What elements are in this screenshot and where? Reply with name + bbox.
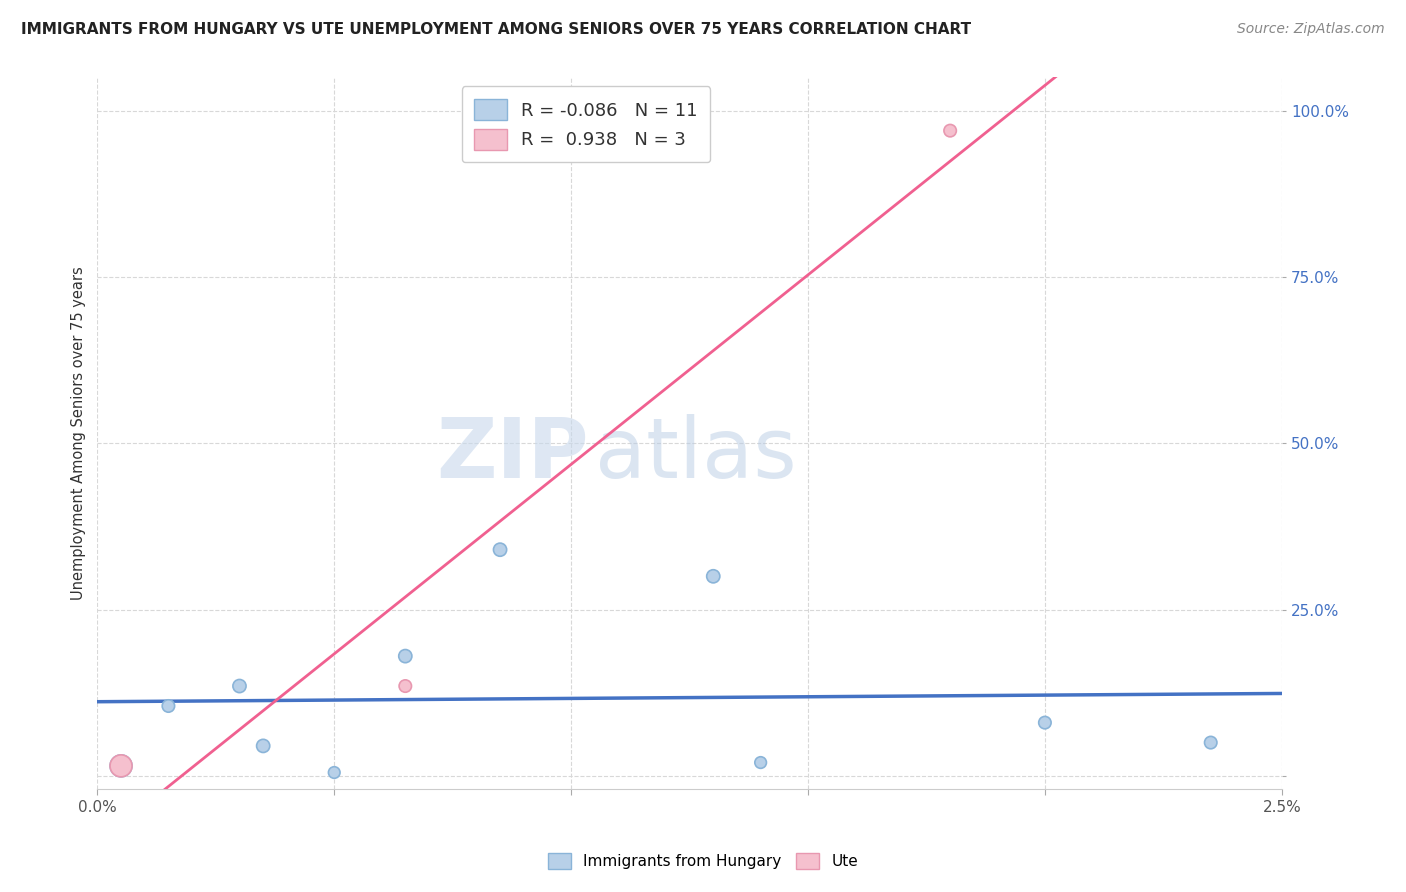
Point <box>228 679 250 693</box>
Point <box>1199 735 1222 749</box>
Point <box>252 739 274 753</box>
Legend: R = -0.086   N = 11, R =  0.938   N = 3: R = -0.086 N = 11, R = 0.938 N = 3 <box>461 87 710 162</box>
Point <box>323 765 346 780</box>
Point <box>702 569 724 583</box>
Text: IMMIGRANTS FROM HUNGARY VS UTE UNEMPLOYMENT AMONG SENIORS OVER 75 YEARS CORRELAT: IMMIGRANTS FROM HUNGARY VS UTE UNEMPLOYM… <box>21 22 972 37</box>
Legend: Immigrants from Hungary, Ute: Immigrants from Hungary, Ute <box>541 847 865 875</box>
Point <box>157 698 180 713</box>
Text: Source: ZipAtlas.com: Source: ZipAtlas.com <box>1237 22 1385 37</box>
Text: atlas: atlas <box>595 414 797 495</box>
Point <box>110 759 132 773</box>
Point <box>110 759 132 773</box>
Point <box>1033 715 1056 730</box>
Point <box>939 123 962 137</box>
Point <box>394 649 416 664</box>
Point <box>489 542 512 557</box>
Point <box>749 756 772 770</box>
Text: ZIP: ZIP <box>436 414 589 495</box>
Y-axis label: Unemployment Among Seniors over 75 years: Unemployment Among Seniors over 75 years <box>72 267 86 600</box>
Point <box>394 679 416 693</box>
